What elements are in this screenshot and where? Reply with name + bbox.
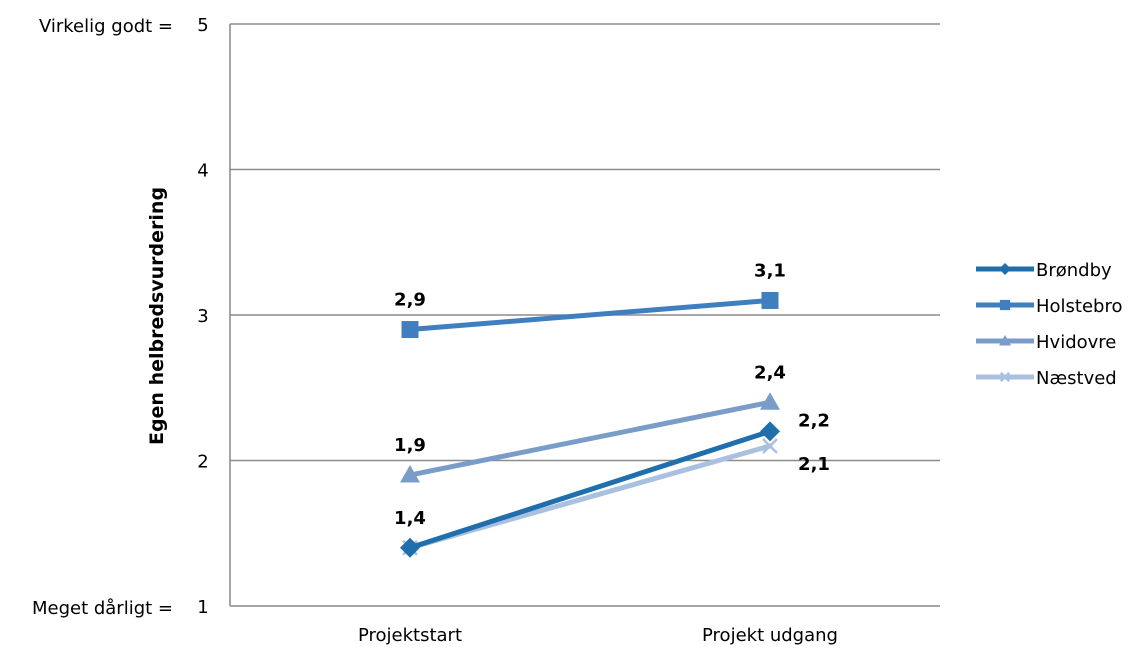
marker-square	[401, 321, 419, 339]
y-annotation-bottom: Meget dårligt =	[32, 598, 173, 619]
y-tick-label: 4	[197, 161, 208, 182]
marker-square	[761, 291, 779, 309]
legend-label: Brøndby	[1036, 260, 1112, 281]
data-label: 2,4	[754, 362, 786, 383]
x-tick-label: Projekt udgang	[702, 625, 838, 646]
data-label: 2,9	[394, 290, 426, 311]
legend-label: Hvidovre	[1036, 332, 1116, 353]
y-tick-label: 2	[197, 452, 208, 473]
data-label: 2,2	[798, 410, 830, 431]
marker-diamond	[760, 421, 780, 442]
marker-triangle	[760, 392, 780, 410]
y-axis: 1 2 3 4 5	[197, 15, 208, 618]
x-axis: Projektstart Projekt udgang	[358, 625, 838, 646]
y-tick-label: 1	[197, 597, 208, 618]
marker-triangle	[999, 335, 1011, 346]
legend-label: Næstved	[1036, 368, 1117, 389]
marker-triangle	[400, 465, 420, 483]
data-label: 1,4	[394, 508, 426, 529]
legend: Brøndby Holstebro Hvidovre Næstved	[976, 260, 1123, 389]
y-axis-label: Egen helbredsvurdering	[146, 187, 168, 445]
legend-label: Holstebro	[1036, 296, 1123, 317]
plot-area	[400, 291, 780, 558]
y-annotation-top: Virkelig godt =	[39, 16, 173, 37]
marker-square	[999, 299, 1011, 311]
series-line	[407, 297, 773, 333]
marker-diamond	[999, 263, 1011, 275]
marker-diamond	[400, 537, 420, 558]
data-label: 1,9	[394, 435, 426, 456]
y-tick-label: 5	[197, 15, 208, 36]
data-labels: 1,4 2,2 2,9 3,1 1,9 2,4 2,1	[394, 260, 830, 528]
data-label: 3,1	[754, 260, 786, 281]
marker-x	[999, 371, 1011, 383]
series-line	[407, 399, 773, 478]
series-line	[407, 428, 773, 551]
data-label: 2,1	[798, 454, 830, 475]
x-tick-label: Projektstart	[358, 625, 462, 646]
y-tick-label: 3	[197, 306, 208, 327]
marker-x	[762, 438, 778, 454]
